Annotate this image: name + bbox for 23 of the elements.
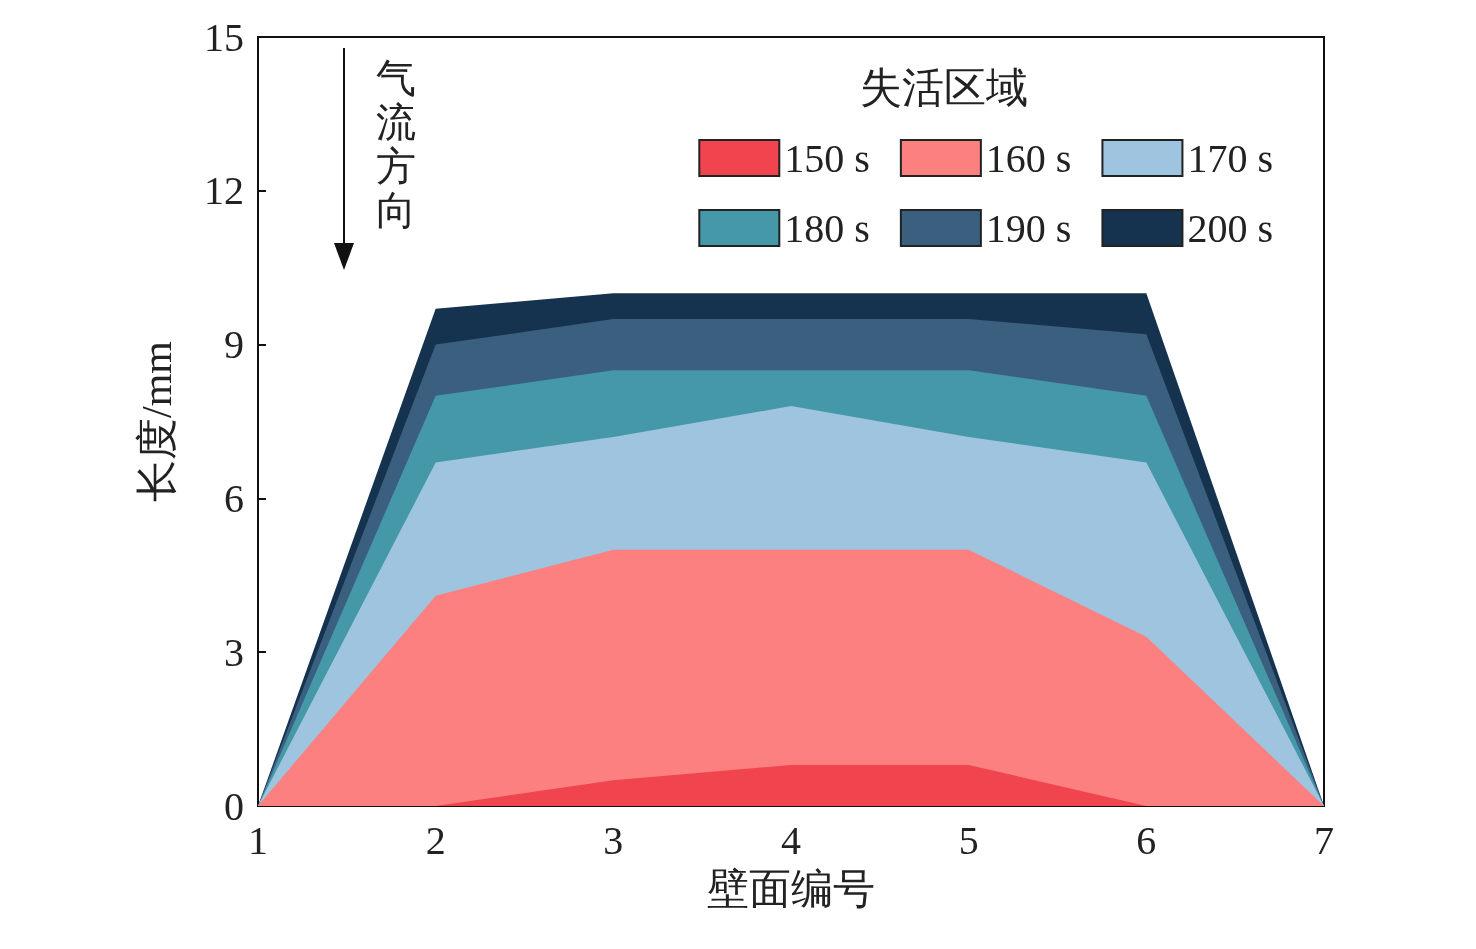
y-tick-label: 0 [224,783,244,829]
legend-label: 200 s [1187,205,1274,251]
y-tick-label: 3 [224,629,244,675]
legend-label: 180 s [784,205,870,251]
y-tick-label: 6 [224,475,244,521]
y-axis-title: 长度/mm [134,340,180,503]
x-tick-label: 3 [603,817,624,863]
x-tick-label: 5 [958,817,979,863]
x-axis-title: 壁面编号 [707,866,875,912]
y-tick-label: 12 [204,168,244,214]
x-tick-label: 1 [248,817,268,863]
x-tick-label: 6 [1136,817,1157,863]
legend-label: 150 s [784,135,870,181]
legend-title: 失活区域 [860,65,1028,111]
x-tick-label: 7 [1314,817,1334,863]
y-tick-label: 15 [204,14,244,60]
legend-label: 170 s [1187,135,1274,181]
y-tick-label: 9 [224,322,244,368]
x-tick-label: 4 [781,817,801,863]
legend-label: 160 s [985,135,1072,181]
legend-label: 190 s [985,205,1072,251]
x-tick-label: 2 [425,817,446,863]
annotation: 气流方向 [376,55,416,233]
